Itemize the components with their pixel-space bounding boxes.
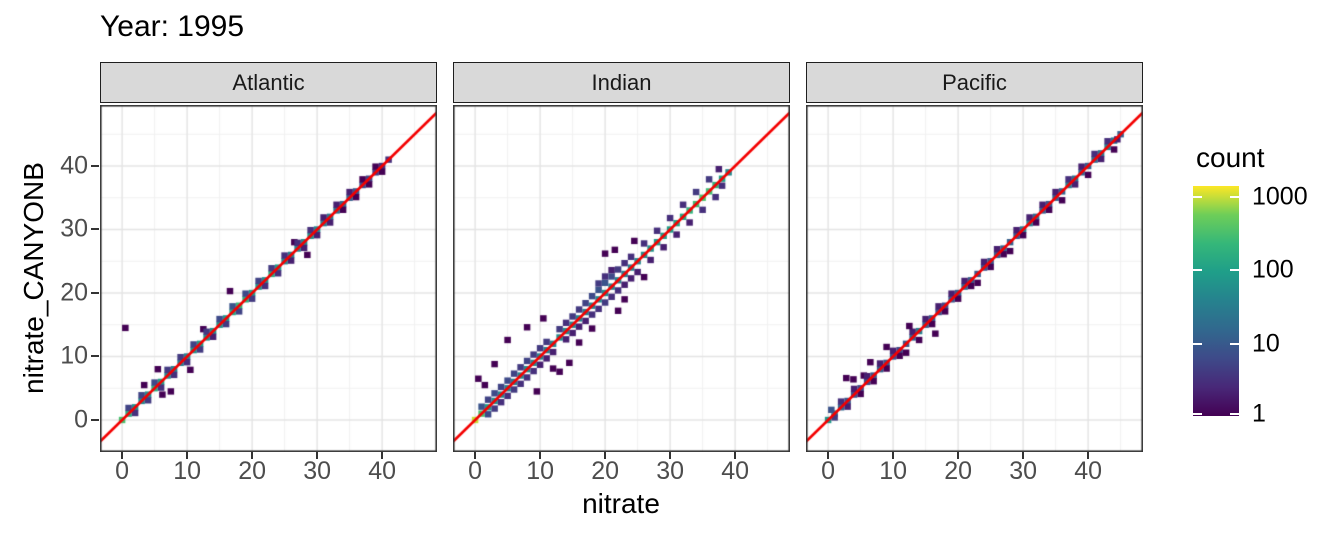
y-tick-mark: [91, 291, 99, 294]
x-tick-mark: [734, 452, 737, 459]
legend-colorbar: [1193, 186, 1239, 416]
legend-tick-mark: [1193, 413, 1202, 415]
x-tick-mark: [186, 452, 189, 459]
x-tick-label: 40: [1074, 457, 1102, 485]
x-tick-label: 40: [368, 457, 396, 485]
x-tick-mark: [1087, 452, 1090, 459]
x-tick-label: 0: [115, 457, 130, 485]
x-tick-mark: [474, 452, 477, 459]
x-tick-mark: [539, 452, 542, 459]
x-tick-label: 0: [468, 457, 483, 485]
x-tick-label: 20: [238, 457, 266, 485]
x-tick-mark: [316, 452, 319, 459]
x-tick-mark: [669, 452, 672, 459]
legend-tick-mark: [1230, 413, 1239, 415]
y-tick-label: 40: [60, 151, 88, 180]
legend-tick-mark: [1230, 195, 1239, 198]
x-tick-label: 30: [656, 457, 684, 485]
y-tick-label: 30: [60, 214, 88, 243]
legend-label: 1000: [1252, 182, 1308, 211]
x-tick-label: 10: [879, 457, 907, 485]
x-tick-mark: [957, 452, 960, 459]
legend-tick-mark: [1230, 342, 1239, 345]
facet-strip-atlantic: Atlantic: [100, 62, 437, 103]
x-tick-mark: [251, 452, 254, 459]
plot-title: Year: 1995: [100, 10, 245, 43]
legend-tick-mark: [1193, 195, 1202, 198]
x-tick-label: 20: [591, 457, 619, 485]
x-tick-label: 20: [944, 457, 972, 485]
y-tick-mark: [91, 228, 99, 231]
x-tick-mark: [604, 452, 607, 459]
panel-atlantic-canvas: [100, 105, 437, 452]
panel-indian-canvas: [453, 105, 790, 452]
x-tick-mark: [381, 452, 384, 459]
x-axis-title: nitrate: [582, 488, 660, 519]
y-axis-title: nitrate_CANYONB: [18, 162, 49, 394]
legend-tick-mark: [1193, 269, 1202, 272]
facet-strip-pacific: Pacific: [806, 62, 1143, 103]
legend-label: 1: [1252, 399, 1266, 428]
x-tick-mark: [121, 452, 124, 459]
x-tick-mark: [892, 452, 895, 459]
y-tick-mark: [91, 418, 99, 421]
x-tick-label: 40: [721, 457, 749, 485]
y-tick-mark: [91, 355, 99, 358]
x-tick-label: 0: [821, 457, 836, 485]
legend-label: 10: [1252, 329, 1280, 358]
y-tick-mark: [91, 164, 99, 167]
legend-tick-mark: [1230, 269, 1239, 272]
legend-title: count: [1196, 142, 1265, 173]
legend-label: 100: [1252, 255, 1294, 284]
x-tick-mark: [1022, 452, 1025, 459]
panel-pacific-canvas: [806, 105, 1143, 452]
x-tick-mark: [827, 452, 830, 459]
x-tick-label: 30: [303, 457, 331, 485]
x-tick-label: 10: [526, 457, 554, 485]
y-tick-label: 10: [60, 341, 88, 370]
x-tick-label: 30: [1009, 457, 1037, 485]
x-tick-label: 10: [173, 457, 201, 485]
facet-strip-indian: Indian: [453, 62, 790, 103]
legend-tick-mark: [1193, 342, 1202, 345]
y-tick-label: 0: [74, 405, 88, 434]
y-tick-label: 20: [60, 278, 88, 307]
